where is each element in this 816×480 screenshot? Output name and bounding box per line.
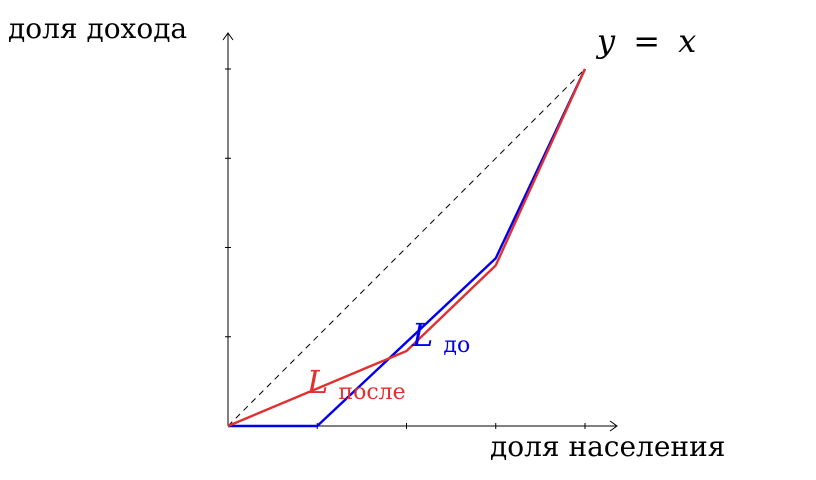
reference-label-eq: =: [633, 22, 660, 60]
series-label-after: L после: [306, 363, 406, 405]
ticks: [225, 68, 586, 429]
series-label-after-main: L: [306, 363, 328, 401]
y-axis-label: доля дохода: [8, 12, 187, 45]
reference-line-label: y = x: [595, 22, 696, 60]
series-label-before-sub: до: [443, 333, 470, 358]
reference-label-y: y: [595, 22, 616, 60]
series-label-before-main: L: [411, 316, 433, 354]
reference-line-group: [227, 68, 586, 427]
series-line-after: [227, 68, 587, 428]
x-axis-label: доля населения: [490, 430, 725, 463]
axes: [222, 32, 618, 432]
reference-label-x: x: [678, 22, 696, 60]
y-axis-arrow: [222, 32, 234, 41]
series-line-before: [228, 68, 587, 428]
reference-line: [227, 68, 586, 427]
series-group: [227, 68, 587, 428]
series-label-before: L до: [411, 316, 470, 358]
series-label-after-sub: после: [338, 380, 405, 405]
x-axis-arrow: [609, 420, 618, 432]
